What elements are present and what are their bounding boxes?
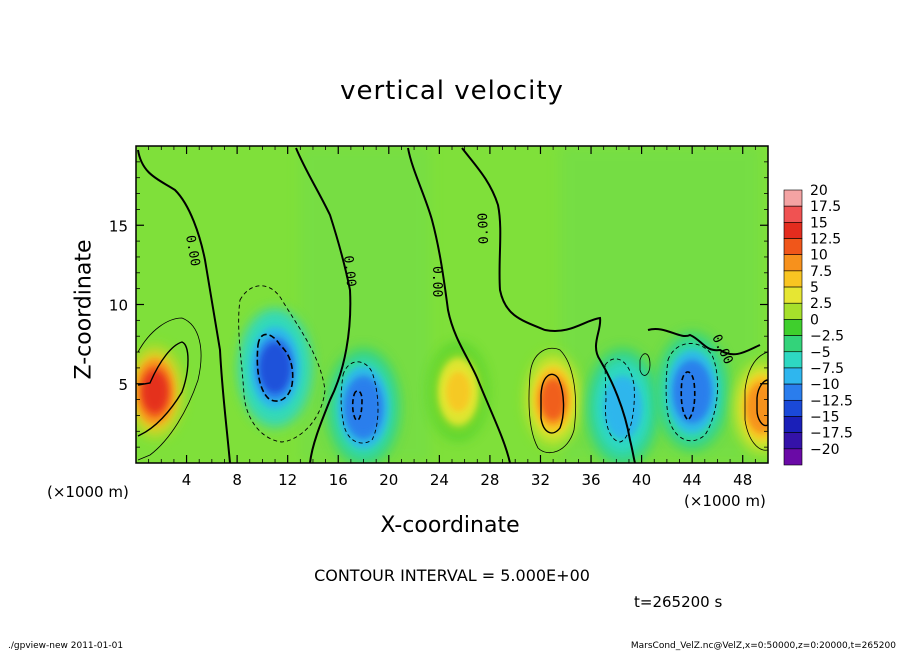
colorbar-label: 20 [810,183,828,199]
updraft-blob-level [446,371,471,412]
x-tick-label: 32 [531,471,550,489]
negative-contour [340,361,379,444]
colorbar-label: −12.5 [810,393,853,409]
colorbar-label: 2.5 [810,296,832,312]
colorbar-swatch [783,254,803,272]
x-tick-label: 40 [632,471,651,489]
zero-contour [137,149,231,463]
colorbar: 2017.51512.5107.552.50−2.5−5−7.5−10−12.5… [783,183,853,466]
x-tick-label: 4 [182,471,192,489]
zero-contour [461,147,636,463]
colorbar-swatch [783,367,803,385]
x-axis-label: X-coordinate [380,513,520,538]
colorbar-label: 5 [810,280,819,296]
colorbar-swatch [783,205,803,223]
x-tick-label: 16 [329,471,348,489]
updraft-blob-level [749,387,768,428]
colorbar-label: −7.5 [810,361,844,377]
x-tick-label: 44 [683,471,702,489]
positive-contour [540,373,565,434]
y-tick-label: 10 [109,297,128,315]
x-tick-label: 48 [733,471,752,489]
y-tick-label: 15 [109,217,128,235]
colorbar-label: 15 [810,215,828,231]
positive-contour [137,317,202,461]
colorbar-label: 7.5 [810,264,832,280]
zero-contour [647,327,761,356]
colorbar-swatch [783,399,803,417]
colorbar-swatch [783,189,803,207]
x-tick-label: 8 [232,471,242,489]
positive-contour [137,341,189,437]
x-axis: 4 8 12 16 20 24 28 32 36 40 44 48 [148,146,756,489]
colorbar-swatch [783,351,803,369]
footer-right: MarsCond_VelZ.nc@VelZ,x=0:50000,z=0:2000… [630,641,896,651]
contour-lines [137,147,768,463]
positive-contour [756,379,768,427]
zero-contour [407,147,511,463]
chart-title: vertical velocity [340,76,564,106]
colorbar-label: −10 [810,377,840,393]
contour-label: 0.00 [476,213,492,245]
updraft-blob-level [541,379,566,420]
y-tick-label: 5 [118,376,128,394]
negative-contour [238,285,326,443]
updraft-blob-level [142,371,167,412]
negative-contour [351,390,363,422]
positive-contour [528,347,576,453]
negative-contour [604,358,635,443]
colorbar-swatch [783,383,803,401]
colorbar-swatch [783,416,803,433]
negative-contour [680,371,696,422]
colorbar-swatch [783,335,803,353]
colorbar-swatch [783,286,803,304]
x-tick-label: 20 [379,471,398,489]
colorbar-label: −15 [810,409,840,425]
updraft-blob [136,343,184,440]
downdraft-blob-level [348,382,379,433]
colorbar-label: −5 [810,345,831,361]
colorbar-label: 17.5 [810,199,841,215]
y-axis: 5 10 15 [109,161,768,448]
x-tick-label: 24 [430,471,449,489]
colorbar-swatch [783,448,803,466]
contour-label: 0.00 [340,255,358,288]
positive-contour [744,351,768,451]
zero-contour [295,147,352,463]
colorbar-label: −2.5 [810,329,844,345]
time-label: t=265200 s [634,593,723,611]
colorbar-swatch [783,238,803,256]
colorbar-swatch [783,302,803,320]
downdraft-blob [238,308,312,428]
x-axis-unit-left: (×1000 m) [47,483,129,501]
colorbar-swatch [783,432,803,450]
colorbar-label: −20 [810,442,840,458]
colorbar-swatch [783,222,803,239]
colorbar-label: 10 [810,248,828,264]
colorbar-label: 12.5 [810,232,841,248]
x-tick-label: 28 [480,471,499,489]
footer-left: ./gpview-new 2011-01-01 [8,641,124,651]
colorbar-swatch [783,270,803,288]
updraft-blob [429,343,488,440]
negative-contour [256,333,294,402]
downdraft-blob [326,347,401,463]
downdraft-blob-level [259,343,291,393]
colorbar-label: −17.5 [810,426,853,442]
colorbar-swatch [783,319,803,336]
negative-contour [665,343,719,442]
contour-label: 0.00 [429,266,444,297]
contour-interval-text: CONTOUR INTERVAL = 5.000E+00 [314,566,590,585]
contour-label: 0.00 [182,234,202,267]
positive-contour [639,353,651,376]
downdraft-blob-level [676,366,708,417]
x-tick-label: 36 [581,471,600,489]
x-tick-label: 12 [278,471,297,489]
colorbar-label: 0 [810,312,819,328]
x-axis-unit-right: (×1000 m) [684,492,766,510]
updraft-blob [732,359,768,456]
